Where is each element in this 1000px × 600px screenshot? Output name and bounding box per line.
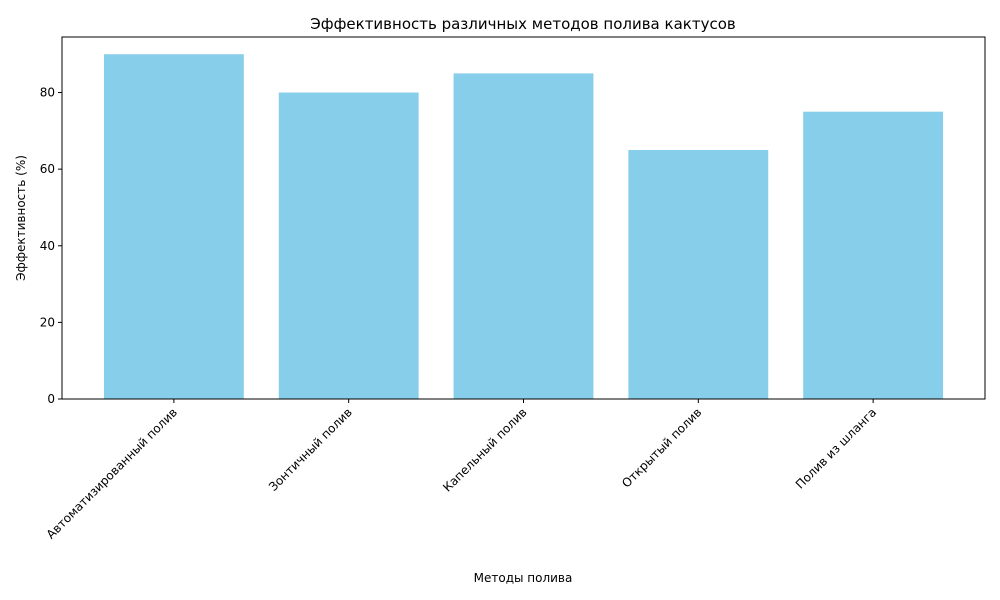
y-tick-label: 40 — [40, 239, 55, 253]
y-tick-label: 20 — [40, 315, 55, 329]
x-tick-label: Зонтичный полив — [266, 405, 355, 494]
bar — [628, 150, 769, 399]
bar — [803, 111, 944, 399]
bar — [453, 73, 594, 399]
x-tick-label: Автоматизированный полив — [44, 405, 180, 541]
x-tick-label: Открытый полив — [619, 405, 704, 490]
x-tick-label: Полив из шланга — [793, 405, 879, 491]
bar — [103, 54, 244, 399]
y-tick-label: 60 — [40, 162, 55, 176]
y-axis-label: Эффективность (%) — [14, 155, 28, 281]
y-tick-label: 80 — [40, 86, 55, 100]
chart-title: Эффективность различных методов полива к… — [310, 15, 735, 33]
x-tick-label: Капельный полив — [440, 405, 529, 494]
x-axis-label: Методы полива — [474, 571, 573, 585]
bar — [278, 92, 419, 399]
y-tick-label: 0 — [47, 392, 55, 406]
plot-frame — [61, 36, 986, 400]
